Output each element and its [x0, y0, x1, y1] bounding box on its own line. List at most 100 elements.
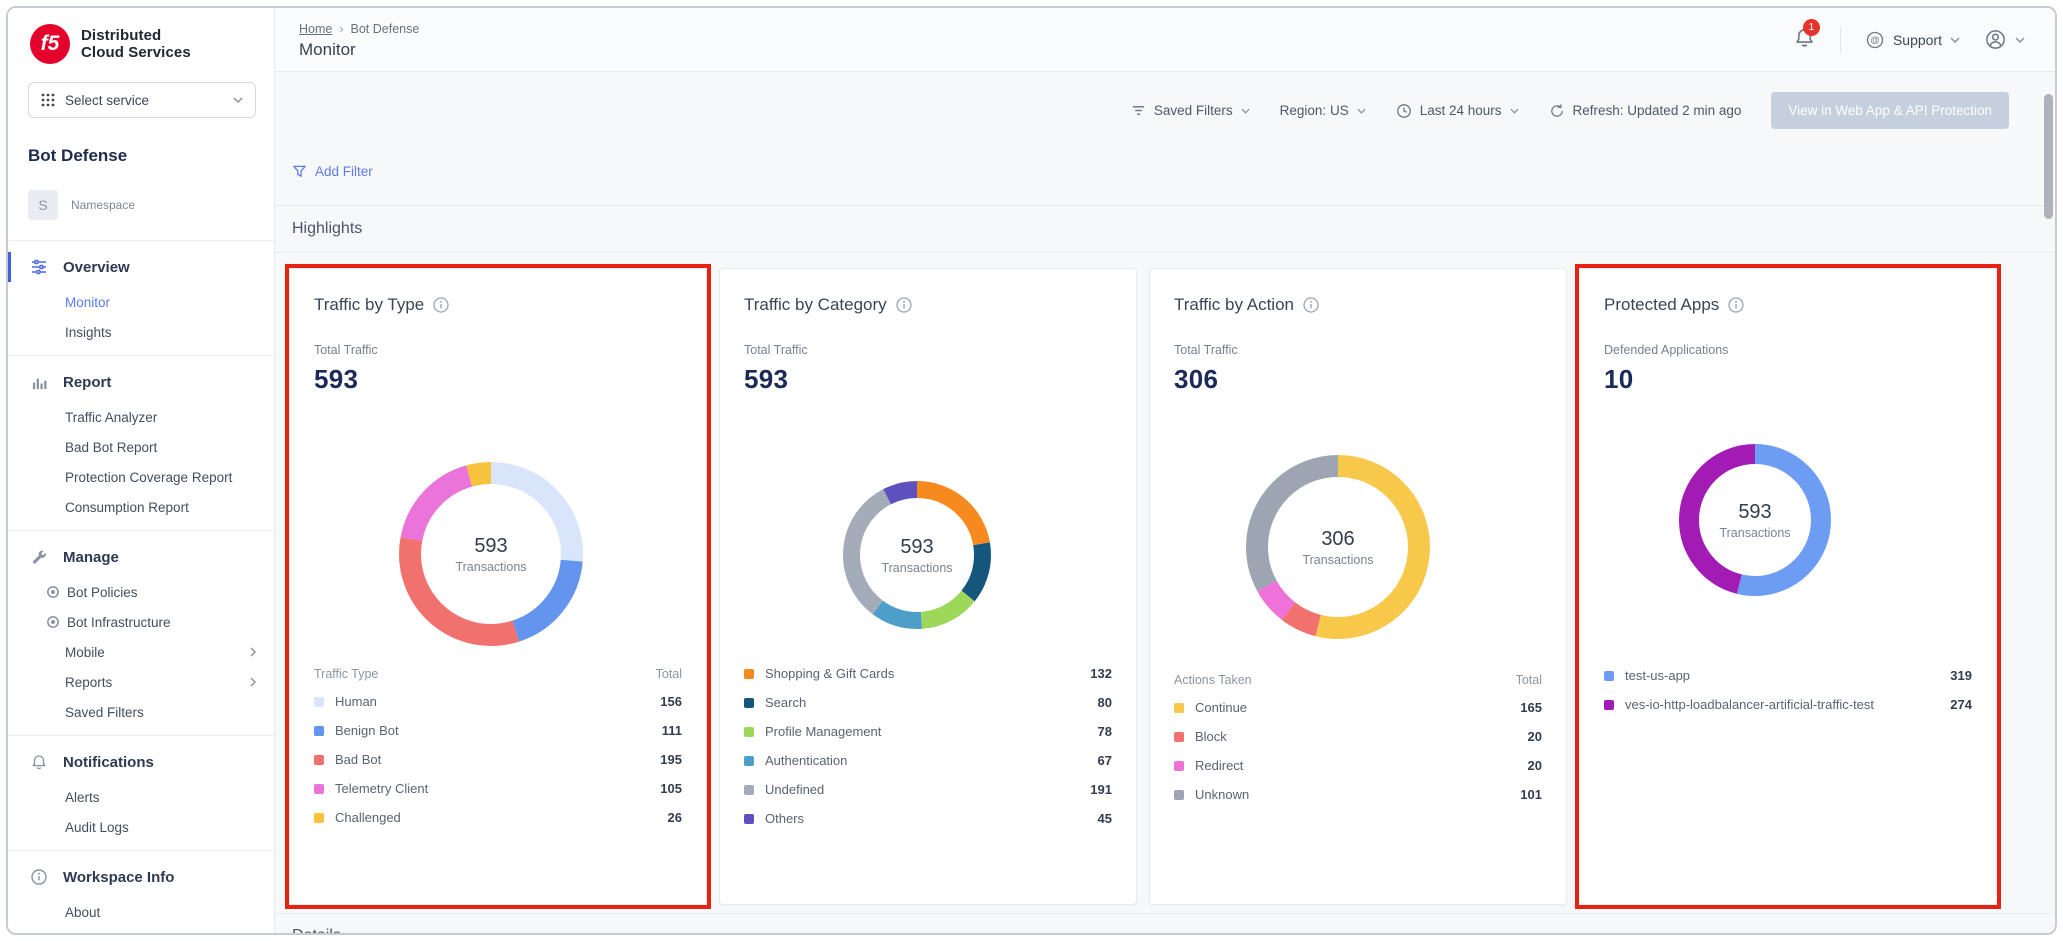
legend-value: 319	[1950, 668, 1972, 683]
info-icon[interactable]	[433, 297, 449, 313]
info-icon[interactable]	[1303, 297, 1319, 313]
legend-row: Continue 165	[1174, 693, 1542, 722]
sidebar-item-label: Monitor	[65, 295, 110, 310]
legend-label: Others	[765, 811, 812, 826]
legend-swatch	[1174, 732, 1184, 742]
legend-swatch	[744, 727, 754, 737]
legend-label: Block	[1195, 729, 1235, 744]
info-icon[interactable]	[1728, 297, 1744, 313]
time-range-dropdown[interactable]: Last 24 hours	[1396, 103, 1519, 119]
namespace-label: Namespace	[71, 198, 135, 212]
sidebar-section-report: Report Traffic Analyzer Bad Bot Report P…	[8, 355, 274, 530]
info-icon[interactable]	[896, 297, 912, 313]
sidebar-item-mobile[interactable]: Mobile	[8, 637, 274, 667]
sidebar-item-protection-coverage-report[interactable]: Protection Coverage Report	[8, 462, 274, 492]
legend-value: 165	[1520, 700, 1542, 715]
card-metric-value: 306	[1174, 364, 1542, 395]
support-menu[interactable]: @ Support	[1865, 30, 1960, 50]
namespace-selector[interactable]: S Namespace	[28, 190, 274, 220]
refresh-button[interactable]: Refresh: Updated 2 min ago	[1549, 103, 1742, 119]
chevron-down-icon	[1510, 108, 1519, 114]
sidebar-item-saved-filters[interactable]: Saved Filters	[8, 697, 274, 727]
account-menu[interactable]	[1984, 28, 2025, 51]
legend-value: 105	[660, 781, 682, 796]
sidebar-item-consumption-report[interactable]: Consumption Report	[8, 492, 274, 522]
saved-filters-dropdown[interactable]: Saved Filters	[1131, 103, 1250, 118]
card-metric-label: Total Traffic	[1174, 343, 1542, 357]
sidebar-item-bot-infrastructure[interactable]: Bot Infrastructure	[8, 607, 274, 637]
scrollbar	[2043, 72, 2053, 933]
sidebar-section-workspace-info: Workspace Info About	[8, 850, 274, 935]
overview-icon	[29, 258, 49, 276]
legend-value: 67	[1098, 753, 1112, 768]
report-icon	[29, 374, 49, 391]
legend-swatch	[1174, 703, 1184, 713]
support-icon: @	[1865, 30, 1885, 50]
support-label: Support	[1893, 32, 1942, 48]
region-dropdown[interactable]: Region: US	[1280, 103, 1366, 118]
sidebar-item-bot-policies[interactable]: Bot Policies	[8, 577, 274, 607]
sidebar-item-label: Protection Coverage Report	[65, 470, 232, 485]
add-filter-button[interactable]: Add Filter	[292, 164, 373, 179]
card-title: Traffic by Category	[744, 295, 887, 315]
sidebar-section-label: Overview	[63, 259, 130, 276]
funnel-icon	[292, 164, 307, 179]
card-title: Traffic by Type	[314, 295, 424, 315]
donut-chart: 593 Transactions	[399, 462, 583, 646]
sidebar-item-label: Insights	[65, 325, 112, 340]
legend-value: 132	[1090, 666, 1112, 681]
breadcrumb-home-link[interactable]: Home	[299, 22, 332, 36]
legend-label: Challenged	[335, 810, 409, 825]
legend-row: Redirect 20	[1174, 751, 1542, 780]
sidebar-nav: Overview Monitor Insights Report Traffic…	[8, 240, 274, 935]
workspace-info-icon	[29, 869, 49, 885]
select-service-dropdown[interactable]: Select service	[28, 82, 256, 118]
legend-label: ves-io-http-loadbalancer-artificial-traf…	[1625, 697, 1882, 712]
legend-row: Others 45	[744, 804, 1112, 833]
donut-center-value: 593	[900, 536, 933, 559]
legend-label: Undefined	[765, 782, 832, 797]
donut-center-label: Transactions	[1719, 526, 1790, 540]
notifications-button[interactable]: 1	[1793, 26, 1816, 54]
legend-row: Undefined 191	[744, 775, 1112, 804]
view-in-waap-button[interactable]: View in Web App & API Protection	[1771, 92, 2009, 129]
legend-row: Benign Bot 111	[314, 716, 682, 745]
legend-row: test-us-app 319	[1604, 661, 1972, 690]
sidebar-section-manage: Manage Bot Policies Bot Infrastructure M…	[8, 530, 274, 735]
filter-lines-icon	[1131, 103, 1146, 118]
chart-legend: test-us-app 319 ves-io-http-loadbalancer…	[1604, 661, 1972, 719]
sidebar-section-label: Workspace Info	[63, 869, 174, 886]
scrollbar-thumb[interactable]	[2044, 94, 2053, 219]
donut-center-value: 593	[474, 535, 507, 558]
refresh-icon	[1549, 103, 1565, 119]
user-icon	[1984, 28, 2007, 51]
chevron-down-icon	[1950, 37, 1960, 43]
sidebar-item-label: Bot Policies	[67, 585, 138, 600]
sidebar-item-insights[interactable]: Insights	[8, 317, 274, 347]
legend-value: 195	[660, 752, 682, 767]
add-filter-label: Add Filter	[315, 164, 373, 179]
sidebar-item-bad-bot-report[interactable]: Bad Bot Report	[8, 432, 274, 462]
brand-name: Distributed Cloud Services	[81, 27, 191, 61]
sidebar-item-alerts[interactable]: Alerts	[8, 782, 274, 812]
donut-center-label: Transactions	[455, 560, 526, 574]
sidebar-item-monitor[interactable]: Monitor	[8, 287, 274, 317]
sidebar-item-audit-logs[interactable]: Audit Logs	[8, 812, 274, 842]
legend-label: Human	[335, 694, 385, 709]
f5-logo-icon: f5	[30, 24, 70, 64]
legend-label: Benign Bot	[335, 723, 407, 738]
sidebar-item-about[interactable]: About	[8, 897, 274, 927]
manage-icon	[29, 549, 49, 566]
legend-value: 101	[1520, 787, 1542, 802]
legend-value: 20	[1528, 758, 1542, 773]
chevron-right-icon	[250, 677, 256, 687]
donut-center-label: Transactions	[881, 561, 952, 575]
legend-swatch	[1604, 700, 1614, 710]
legend-row: Challenged 26	[314, 803, 682, 832]
sidebar-item-traffic-analyzer[interactable]: Traffic Analyzer	[8, 402, 274, 432]
time-range-label: Last 24 hours	[1420, 103, 1502, 118]
donut-chart: 593 Transactions	[1679, 444, 1831, 596]
legend-swatch	[314, 813, 324, 823]
sidebar-item-reports[interactable]: Reports	[8, 667, 274, 697]
legend-swatch	[744, 698, 754, 708]
